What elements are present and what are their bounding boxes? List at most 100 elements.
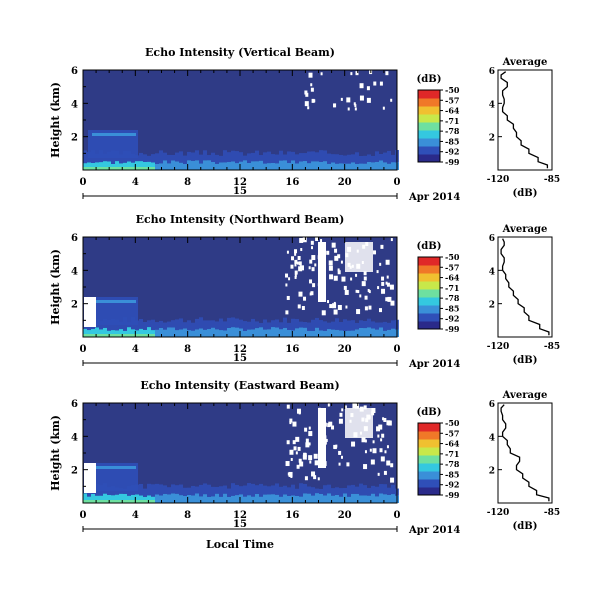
heatmap-cell	[363, 328, 367, 337]
heatmap-cell	[375, 329, 379, 337]
heatmap-cell	[387, 163, 391, 170]
panel-3: Echo Intensity (Eastward Beam) 6 4 2 Height …	[49, 379, 560, 536]
heatmap-cell	[263, 163, 267, 170]
data-gap	[328, 421, 333, 427]
heatmap-cell	[339, 496, 343, 503]
x-tick-label: 4	[132, 177, 139, 188]
data-gap	[378, 424, 383, 430]
data-gap	[309, 279, 313, 284]
heatmap-cell	[87, 167, 91, 170]
heatmap-cell	[363, 155, 367, 164]
heatmap-cell	[259, 322, 263, 328]
heatmap-cell	[147, 161, 151, 170]
heatmap-cell	[159, 163, 163, 170]
heatmap-cell	[359, 495, 363, 503]
data-gap	[291, 256, 295, 261]
heatmap-cell	[315, 488, 319, 494]
heatmap-cell	[207, 329, 211, 337]
heatmap-cell	[279, 486, 283, 497]
heatmap-cell	[187, 151, 191, 161]
heatmap-cell	[131, 494, 135, 503]
heatmap-cell	[203, 320, 207, 330]
data-gap	[289, 421, 292, 425]
data-gap	[308, 442, 311, 446]
data-gap	[327, 300, 330, 304]
heatmap-cell	[343, 488, 347, 494]
heatmap-cell	[211, 486, 215, 497]
x-tick-label: 20	[338, 510, 352, 521]
x-tick-label: 0	[394, 177, 401, 188]
heatmap-cell	[299, 327, 303, 337]
heatmap-cell	[223, 485, 227, 494]
data-gap	[308, 426, 311, 430]
heatmap-cell	[299, 483, 303, 497]
heatmap-cell	[107, 161, 111, 170]
data-gap	[292, 421, 297, 427]
heatmap-cell	[135, 320, 139, 331]
heatmap-cell	[307, 322, 311, 331]
heatmap-cell	[223, 330, 227, 337]
data-gap	[338, 462, 341, 466]
heatmap-cell	[303, 493, 307, 503]
data-gap	[373, 250, 377, 255]
heatmap-cell	[355, 329, 359, 337]
heatmap-cell	[347, 485, 351, 497]
heatmap-cell	[351, 330, 355, 337]
heatmap-cell	[279, 160, 283, 170]
heatmap-cell	[123, 167, 127, 170]
heatmap-cell	[127, 327, 131, 337]
heatmap-cell	[175, 485, 179, 494]
data-gap	[363, 405, 367, 410]
heatmap-cell	[147, 483, 151, 496]
heatmap-cell	[239, 319, 243, 329]
heatmap-cell	[135, 330, 139, 337]
heatmap-cell	[147, 495, 151, 503]
data-gap	[308, 431, 313, 437]
heatmap-cell	[187, 494, 191, 503]
x-tick-label: 8	[184, 510, 191, 521]
colorbar-segment	[418, 273, 440, 282]
data-gap	[288, 277, 291, 281]
heatmap-cell	[291, 495, 295, 503]
heatmap-cell	[231, 150, 235, 162]
data-gap	[346, 97, 351, 103]
heatmap-cell	[275, 163, 279, 170]
heatmap-cell	[147, 334, 151, 337]
heatmap-cell	[143, 500, 147, 503]
heatmap-cell	[163, 485, 167, 494]
average-x-tick-label: -85	[544, 342, 560, 352]
heatmap-cell	[191, 495, 195, 503]
colorbar-segment	[418, 431, 440, 440]
heatmap-cell	[355, 493, 359, 503]
data-gap	[380, 244, 384, 249]
data-gap	[294, 249, 298, 254]
panel-title: Echo Intensity (Eastward Beam)	[140, 379, 339, 392]
heatmap-cell	[251, 496, 255, 503]
heatmap-cell	[267, 322, 271, 330]
heatmap-cell	[327, 322, 331, 330]
heatmap-cell	[131, 167, 135, 170]
data-gap	[382, 417, 385, 421]
average-title: Average	[502, 390, 548, 401]
data-gap	[334, 248, 338, 253]
heatmap-cell	[379, 322, 383, 328]
heatmap-cell	[135, 500, 139, 503]
data-gap	[344, 289, 349, 295]
heatmap-cell	[351, 162, 355, 170]
heatmap-cell	[335, 487, 339, 495]
heatmap-cell	[251, 152, 255, 162]
heatmap-cell	[131, 329, 135, 337]
heatmap-cell	[83, 163, 87, 170]
heatmap-cell	[327, 484, 331, 494]
heatmap-cell	[179, 162, 183, 170]
heatmap-cell	[363, 163, 367, 170]
colorbar-segment	[418, 313, 440, 322]
heatmap-cell	[83, 167, 87, 170]
heatmap-cell	[143, 321, 147, 330]
heatmap-cell	[95, 500, 99, 503]
data-gap	[313, 453, 318, 459]
data-gap	[355, 403, 360, 409]
average-profile-line	[500, 404, 550, 502]
data-gap	[363, 271, 367, 276]
colorbar-tick-label: -57	[445, 262, 459, 272]
